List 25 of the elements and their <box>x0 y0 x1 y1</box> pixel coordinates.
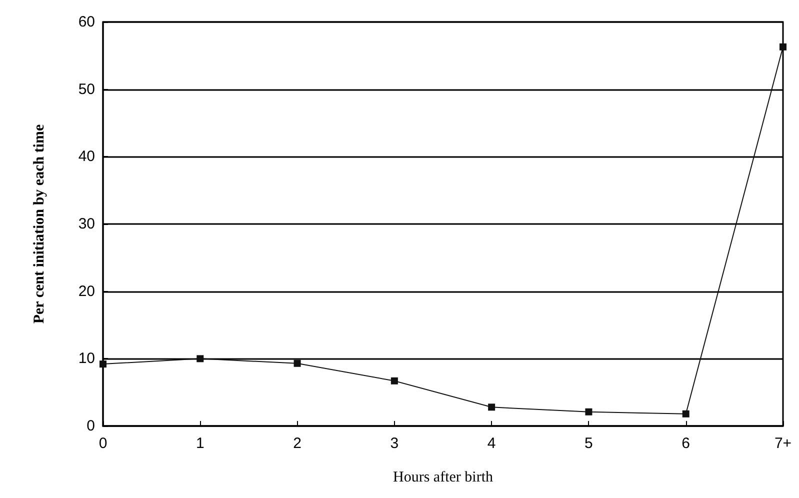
point <box>294 360 301 367</box>
point <box>196 355 204 362</box>
x-axis-title: Hours after birth <box>393 470 494 486</box>
point <box>100 360 106 368</box>
y-tick-label: 0 <box>86 418 95 434</box>
y-tick-label: 50 <box>78 80 95 98</box>
point <box>682 410 690 418</box>
y-tick-label: 20 <box>78 282 95 300</box>
x-tick-label: 6 <box>682 435 690 452</box>
y-axis-title: Per cent initiation by each time <box>32 124 48 324</box>
y-tick-label: 40 <box>78 148 95 166</box>
x-tick-label: 1 <box>196 435 204 452</box>
x-tick-label: 2 <box>293 435 302 452</box>
point <box>780 43 786 50</box>
y-tick-label: 30 <box>78 216 95 232</box>
x-tick-label: 3 <box>390 435 399 452</box>
point <box>585 408 592 416</box>
x-tick-label: 0 <box>98 435 108 452</box>
x-tick-label: 5 <box>584 435 593 452</box>
point <box>488 404 496 411</box>
y-tick-label: 10 <box>78 350 95 368</box>
point <box>390 377 398 384</box>
y-tick-label: 60 <box>78 14 95 30</box>
x-tick-label: 7+ <box>774 435 792 452</box>
x-tick-label: 4 <box>487 435 496 452</box>
